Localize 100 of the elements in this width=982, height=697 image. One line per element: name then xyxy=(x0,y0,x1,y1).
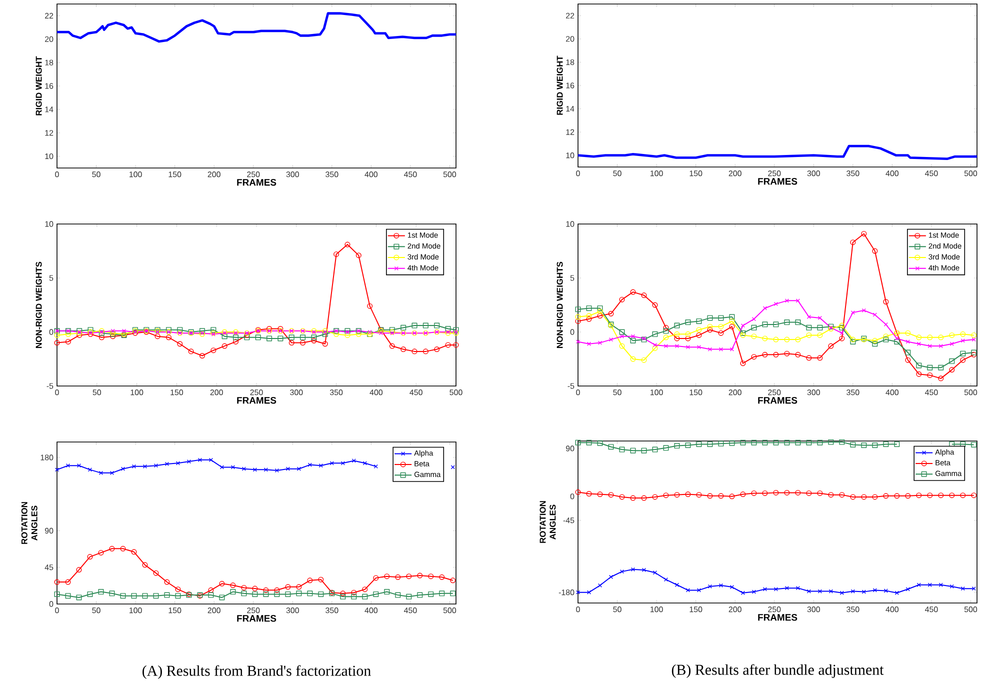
point xyxy=(76,464,82,468)
point xyxy=(740,590,745,595)
point xyxy=(286,466,290,471)
point xyxy=(938,344,943,348)
point xyxy=(230,582,236,588)
point xyxy=(850,310,855,315)
point xyxy=(752,590,756,594)
point xyxy=(949,332,955,338)
point xyxy=(751,324,757,330)
point xyxy=(641,495,647,501)
point xyxy=(674,331,680,337)
point xyxy=(894,336,899,341)
point xyxy=(862,590,866,594)
point xyxy=(685,492,691,498)
y-axis-title: RIGID WEIGHT xyxy=(36,56,42,116)
point xyxy=(274,468,279,473)
point xyxy=(608,492,614,498)
point xyxy=(210,348,216,354)
point xyxy=(219,580,225,586)
point xyxy=(274,587,280,593)
point xyxy=(674,582,680,587)
point xyxy=(905,350,911,356)
point xyxy=(98,334,104,340)
point xyxy=(417,592,423,598)
point xyxy=(620,334,624,338)
point xyxy=(340,590,346,596)
point xyxy=(674,322,680,328)
point xyxy=(828,343,834,349)
point xyxy=(652,494,658,500)
point xyxy=(222,343,228,349)
point xyxy=(950,342,954,346)
point xyxy=(906,587,910,592)
point xyxy=(109,590,115,596)
point xyxy=(784,298,789,303)
point xyxy=(916,492,922,498)
point xyxy=(894,338,900,344)
point xyxy=(718,493,724,499)
point xyxy=(586,313,592,319)
point xyxy=(707,315,713,321)
point xyxy=(872,341,878,347)
point xyxy=(208,592,214,598)
point xyxy=(905,330,911,336)
point xyxy=(630,334,636,338)
point xyxy=(406,594,412,600)
point xyxy=(784,586,789,590)
point xyxy=(960,350,966,356)
point xyxy=(762,322,768,328)
point xyxy=(395,592,401,598)
point xyxy=(199,353,205,359)
x-axis-title: FRAMES xyxy=(758,178,798,185)
point xyxy=(872,494,878,500)
point xyxy=(828,439,834,445)
point xyxy=(707,327,713,333)
point xyxy=(916,371,922,377)
point xyxy=(696,588,702,592)
point xyxy=(663,334,669,340)
point xyxy=(685,320,691,326)
point xyxy=(718,330,724,336)
point xyxy=(938,582,943,587)
point xyxy=(707,493,713,499)
point xyxy=(109,546,115,552)
point xyxy=(883,493,889,499)
point xyxy=(718,324,724,330)
point xyxy=(795,490,801,496)
point xyxy=(861,230,867,236)
point xyxy=(412,348,418,354)
point xyxy=(674,344,680,348)
point xyxy=(894,441,900,447)
point xyxy=(664,578,668,582)
point xyxy=(806,355,812,361)
point xyxy=(938,376,944,382)
point xyxy=(839,336,845,342)
point xyxy=(630,338,636,344)
point xyxy=(288,334,294,340)
point xyxy=(784,440,790,446)
point xyxy=(87,591,93,597)
point xyxy=(729,314,735,320)
point xyxy=(708,347,712,352)
point xyxy=(828,589,833,594)
point xyxy=(188,348,194,354)
point xyxy=(663,324,669,330)
point xyxy=(927,334,933,340)
point xyxy=(154,334,160,340)
point xyxy=(751,490,757,496)
point xyxy=(696,345,702,350)
point xyxy=(597,305,603,311)
point xyxy=(76,594,82,600)
point xyxy=(784,350,790,356)
point xyxy=(685,331,691,337)
point xyxy=(362,594,368,600)
point xyxy=(300,340,306,346)
x-axis-title: FRAMES xyxy=(237,397,276,404)
point xyxy=(619,329,625,335)
y-axis-title: NON-RIGID WEIGHTS xyxy=(556,262,563,348)
point xyxy=(883,441,889,447)
point xyxy=(351,594,357,600)
point xyxy=(586,342,592,346)
point xyxy=(905,493,911,499)
point xyxy=(412,322,418,328)
point xyxy=(450,590,456,596)
